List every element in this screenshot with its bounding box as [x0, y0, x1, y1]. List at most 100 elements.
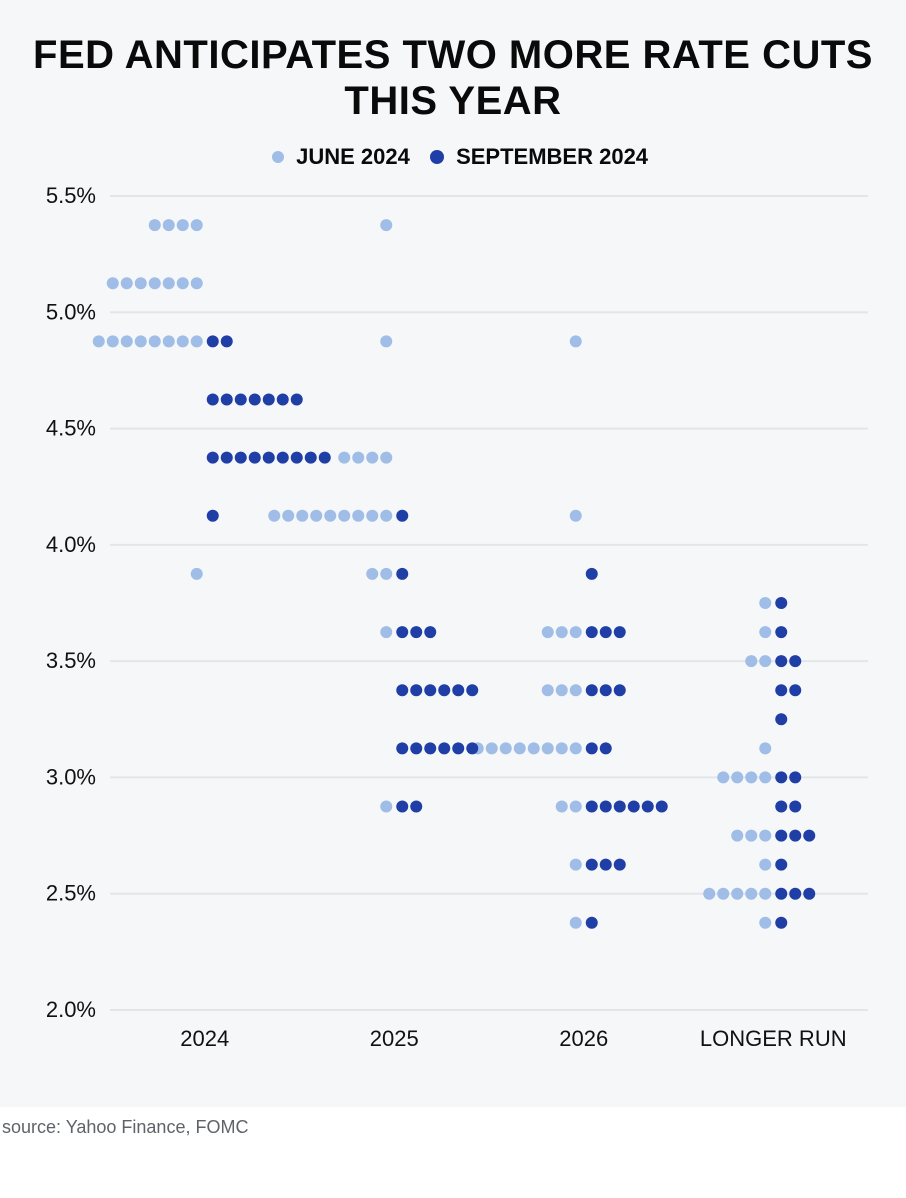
dot	[207, 394, 219, 406]
dot	[789, 888, 801, 900]
dot	[775, 684, 787, 696]
dot	[235, 452, 247, 464]
dot	[380, 335, 392, 347]
dot	[586, 626, 598, 638]
dot	[424, 742, 436, 754]
dot	[803, 830, 815, 842]
y-tick-label: 4.5%	[46, 416, 96, 441]
dot	[759, 771, 771, 783]
dot	[586, 801, 598, 813]
dot	[177, 219, 189, 231]
dot	[600, 626, 612, 638]
dot	[352, 452, 364, 464]
dot	[277, 394, 289, 406]
dot	[396, 626, 408, 638]
dot	[775, 597, 787, 609]
dot	[731, 771, 743, 783]
dot	[600, 742, 612, 754]
dot	[466, 684, 478, 696]
dot	[600, 859, 612, 871]
dot	[177, 277, 189, 289]
dot	[135, 277, 147, 289]
y-tick-label: 5.0%	[46, 299, 96, 324]
dot	[556, 742, 568, 754]
dot	[789, 801, 801, 813]
dot	[656, 801, 668, 813]
dot	[305, 452, 317, 464]
dot	[191, 568, 203, 580]
dot	[775, 655, 787, 667]
dot	[600, 801, 612, 813]
dot	[775, 859, 787, 871]
dot	[424, 684, 436, 696]
chart-card: FED ANTICIPATES TWO MORE RATE CUTS THIS …	[0, 0, 906, 1107]
y-tick-label: 3.0%	[46, 764, 96, 789]
dot	[149, 219, 161, 231]
dot	[486, 742, 498, 754]
legend-swatch-september-icon	[430, 150, 444, 164]
dot	[759, 859, 771, 871]
dot	[745, 888, 757, 900]
dot	[570, 917, 582, 929]
dot	[614, 859, 626, 871]
dot	[542, 684, 554, 696]
dot	[149, 335, 161, 347]
dot	[500, 742, 512, 754]
dot	[149, 277, 161, 289]
dot	[249, 394, 261, 406]
dot	[570, 742, 582, 754]
dot	[731, 888, 743, 900]
dot	[570, 335, 582, 347]
dot	[410, 801, 422, 813]
dot	[586, 917, 598, 929]
dot	[775, 801, 787, 813]
legend-label-september: SEPTEMBER 2024	[456, 144, 648, 169]
dot	[135, 335, 147, 347]
dot	[570, 859, 582, 871]
dot	[263, 452, 275, 464]
source-attribution: source: Yahoo Finance, FOMC	[2, 1117, 904, 1138]
dot	[542, 742, 554, 754]
dot	[410, 742, 422, 754]
dot	[352, 510, 364, 522]
y-tick-label: 5.5%	[46, 186, 96, 208]
dot	[528, 742, 540, 754]
dot	[556, 684, 568, 696]
dot	[310, 510, 322, 522]
dot	[556, 626, 568, 638]
dot	[614, 684, 626, 696]
dot	[263, 394, 275, 406]
dot	[775, 917, 787, 929]
dot	[775, 830, 787, 842]
dot	[789, 771, 801, 783]
dot	[803, 888, 815, 900]
dot	[703, 888, 715, 900]
dot	[452, 684, 464, 696]
dot	[438, 684, 450, 696]
dot	[614, 801, 626, 813]
dot	[121, 277, 133, 289]
dot	[410, 684, 422, 696]
legend-label-june: JUNE 2024	[296, 144, 410, 169]
dot	[775, 888, 787, 900]
dot	[324, 510, 336, 522]
dot	[221, 452, 233, 464]
dot	[207, 335, 219, 347]
dot	[191, 335, 203, 347]
y-tick-label: 3.5%	[46, 648, 96, 673]
dot	[396, 684, 408, 696]
x-tick-label: 2026	[559, 1026, 608, 1051]
dot	[745, 771, 757, 783]
dot	[789, 655, 801, 667]
dot	[396, 801, 408, 813]
dot	[775, 771, 787, 783]
dot	[600, 684, 612, 696]
dot	[570, 801, 582, 813]
dot	[570, 510, 582, 522]
dot	[410, 626, 422, 638]
dot	[542, 626, 554, 638]
dot	[514, 742, 526, 754]
dot	[759, 655, 771, 667]
x-tick-label: 2025	[370, 1026, 419, 1051]
dot	[163, 277, 175, 289]
